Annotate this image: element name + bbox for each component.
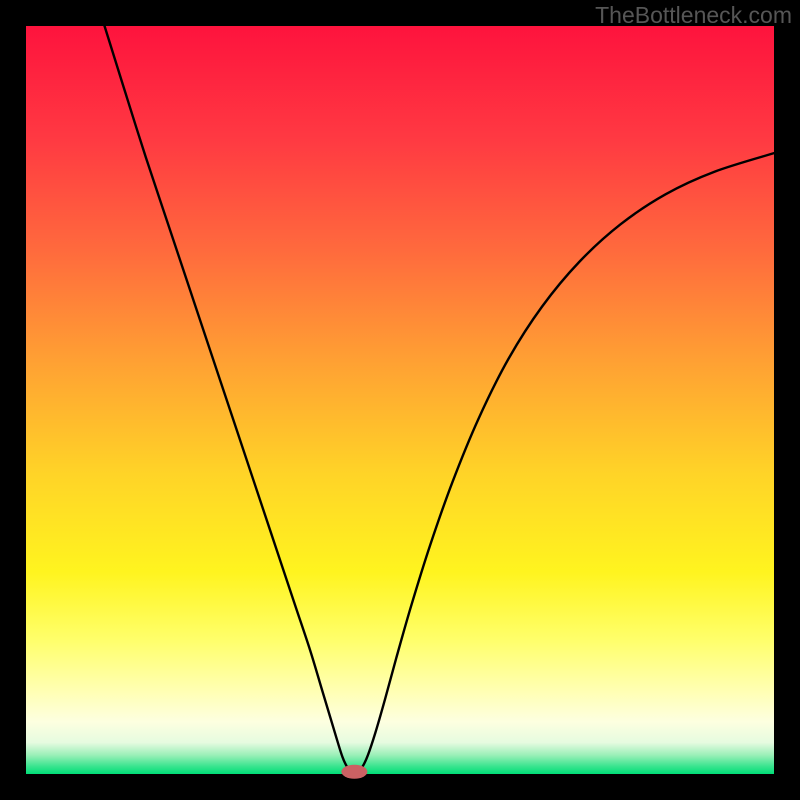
- watermark-text: TheBottleneck.com: [595, 2, 792, 29]
- chart-frame: TheBottleneck.com: [0, 0, 800, 800]
- bottleneck-curve-chart: [0, 0, 800, 800]
- plot-background: [26, 26, 774, 774]
- optimal-point-marker: [341, 765, 367, 779]
